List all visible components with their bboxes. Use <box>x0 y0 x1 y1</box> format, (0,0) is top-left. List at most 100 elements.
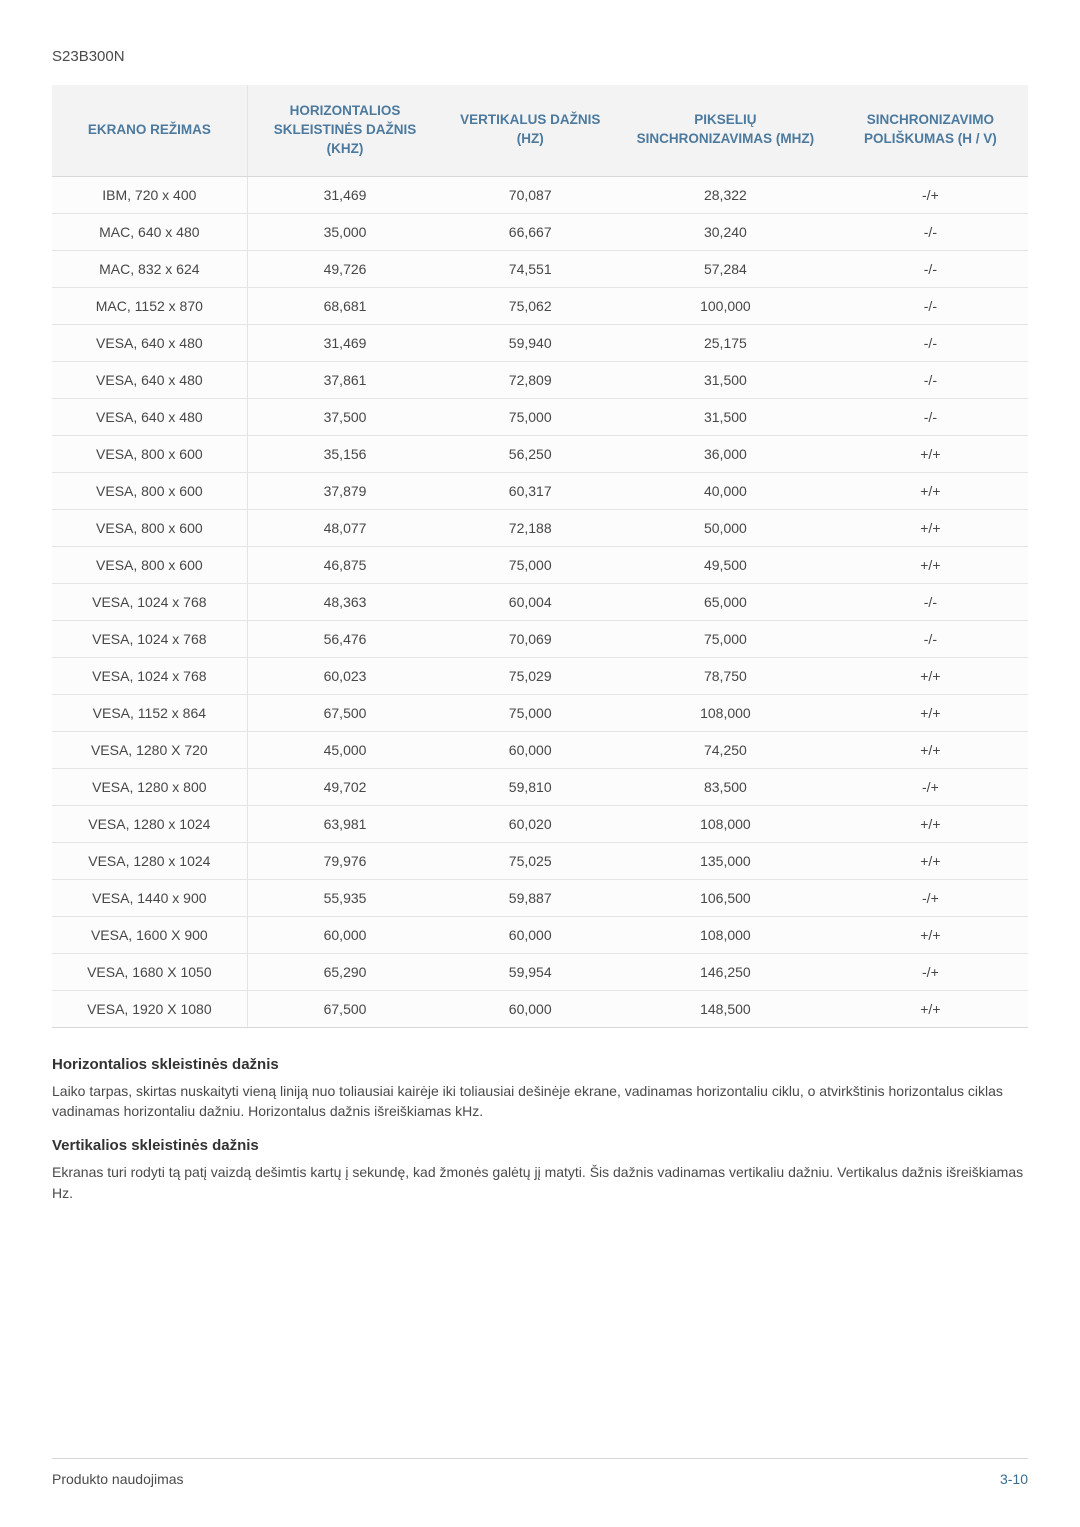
table-cell: -/- <box>833 398 1028 435</box>
table-cell: 75,000 <box>442 694 618 731</box>
table-cell: 70,069 <box>442 620 618 657</box>
table-cell: 72,188 <box>442 509 618 546</box>
table-cell: -/- <box>833 361 1028 398</box>
table-cell: -/- <box>833 583 1028 620</box>
table-row: VESA, 1280 X 72045,00060,00074,250+/+ <box>52 731 1028 768</box>
table-cell: 30,240 <box>618 213 833 250</box>
table-row: VESA, 1280 x 102479,97675,025135,000+/+ <box>52 842 1028 879</box>
table-row: VESA, 1600 X 90060,00060,000108,000+/+ <box>52 916 1028 953</box>
table-cell: 59,810 <box>442 768 618 805</box>
th-mode: EKRANO REŽIMAS <box>52 85 247 176</box>
table-cell: 59,940 <box>442 324 618 361</box>
table-row: VESA, 1024 x 76860,02375,02978,750+/+ <box>52 657 1028 694</box>
table-cell: 50,000 <box>618 509 833 546</box>
table-cell: 74,551 <box>442 250 618 287</box>
table-cell: VESA, 640 x 480 <box>52 361 247 398</box>
table-row: VESA, 800 x 60035,15656,25036,000+/+ <box>52 435 1028 472</box>
table-row: IBM, 720 x 40031,46970,08728,322-/+ <box>52 176 1028 213</box>
footer-page-number: 3-10 <box>1000 1471 1028 1487</box>
table-cell: 75,062 <box>442 287 618 324</box>
table-cell: 70,087 <box>442 176 618 213</box>
table-cell: 75,000 <box>442 546 618 583</box>
table-cell: 100,000 <box>618 287 833 324</box>
table-cell: 72,809 <box>442 361 618 398</box>
section-body: Laiko tarpas, skirtas nuskaityti vieną l… <box>52 1081 1028 1122</box>
table-cell: +/+ <box>833 842 1028 879</box>
section-title: Vertikalios skleistinės dažnis <box>52 1137 1028 1154</box>
table-cell: VESA, 640 x 480 <box>52 324 247 361</box>
table-cell: 37,500 <box>247 398 442 435</box>
table-cell: 75,029 <box>442 657 618 694</box>
table-cell: MAC, 832 x 624 <box>52 250 247 287</box>
table-cell: 49,500 <box>618 546 833 583</box>
table-cell: 106,500 <box>618 879 833 916</box>
table-cell: 67,500 <box>247 694 442 731</box>
table-row: MAC, 1152 x 87068,68175,062100,000-/- <box>52 287 1028 324</box>
table-row: VESA, 1024 x 76856,47670,06975,000-/- <box>52 620 1028 657</box>
table-cell: 108,000 <box>618 805 833 842</box>
table-cell: VESA, 1280 X 720 <box>52 731 247 768</box>
table-cell: -/- <box>833 324 1028 361</box>
table-header-row: EKRANO REŽIMAS HORIZONTALIOS SKLEISTINĖS… <box>52 85 1028 176</box>
table-row: MAC, 640 x 48035,00066,66730,240-/- <box>52 213 1028 250</box>
table-row: VESA, 800 x 60046,87575,00049,500+/+ <box>52 546 1028 583</box>
table-cell: 79,976 <box>247 842 442 879</box>
table-cell: 60,004 <box>442 583 618 620</box>
table-cell: +/+ <box>833 546 1028 583</box>
table-cell: +/+ <box>833 472 1028 509</box>
table-cell: 60,000 <box>442 916 618 953</box>
table-cell: -/- <box>833 287 1028 324</box>
table-row: VESA, 640 x 48037,50075,00031,500-/- <box>52 398 1028 435</box>
table-cell: +/+ <box>833 805 1028 842</box>
table-cell: +/+ <box>833 990 1028 1027</box>
table-cell: -/+ <box>833 768 1028 805</box>
table-row: VESA, 1152 x 86467,50075,000108,000+/+ <box>52 694 1028 731</box>
table-cell: +/+ <box>833 731 1028 768</box>
footer-left: Produkto naudojimas <box>52 1471 184 1487</box>
table-cell: 31,469 <box>247 324 442 361</box>
table-row: VESA, 1920 X 108067,50060,000148,500+/+ <box>52 990 1028 1027</box>
table-cell: MAC, 1152 x 870 <box>52 287 247 324</box>
th-hscan: HORIZONTALIOS SKLEISTINĖS DAŽNIS (KHZ) <box>247 85 442 176</box>
page-footer: Produkto naudojimas 3-10 <box>52 1458 1028 1487</box>
table-cell: 67,500 <box>247 990 442 1027</box>
table-cell: 48,077 <box>247 509 442 546</box>
table-cell: 37,879 <box>247 472 442 509</box>
table-cell: VESA, 1152 x 864 <box>52 694 247 731</box>
table-cell: 31,469 <box>247 176 442 213</box>
model-label: S23B300N <box>52 48 1028 65</box>
table-cell: VESA, 1440 x 900 <box>52 879 247 916</box>
table-cell: 63,981 <box>247 805 442 842</box>
table-cell: VESA, 1680 X 1050 <box>52 953 247 990</box>
table-cell: -/+ <box>833 176 1028 213</box>
table-row: VESA, 640 x 48031,46959,94025,175-/- <box>52 324 1028 361</box>
table-cell: 75,000 <box>442 398 618 435</box>
table-row: VESA, 1280 x 80049,70259,81083,500-/+ <box>52 768 1028 805</box>
table-row: VESA, 800 x 60037,87960,31740,000+/+ <box>52 472 1028 509</box>
table-cell: -/+ <box>833 953 1028 990</box>
table-cell: VESA, 1280 x 1024 <box>52 805 247 842</box>
table-cell: 148,500 <box>618 990 833 1027</box>
table-cell: 55,935 <box>247 879 442 916</box>
table-cell: VESA, 1600 X 900 <box>52 916 247 953</box>
table-cell: 83,500 <box>618 768 833 805</box>
table-cell: 49,702 <box>247 768 442 805</box>
table-cell: 49,726 <box>247 250 442 287</box>
table-cell: -/- <box>833 620 1028 657</box>
table-cell: 36,000 <box>618 435 833 472</box>
table-cell: 146,250 <box>618 953 833 990</box>
table-cell: VESA, 1024 x 768 <box>52 657 247 694</box>
table-cell: 40,000 <box>618 472 833 509</box>
table-cell: 60,023 <box>247 657 442 694</box>
table-cell: 28,322 <box>618 176 833 213</box>
th-vfreq: VERTIKALUS DAŽNIS (HZ) <box>442 85 618 176</box>
table-cell: VESA, 800 x 600 <box>52 472 247 509</box>
table-cell: +/+ <box>833 435 1028 472</box>
table-row: VESA, 800 x 60048,07772,18850,000+/+ <box>52 509 1028 546</box>
table-cell: VESA, 1024 x 768 <box>52 583 247 620</box>
table-cell: 48,363 <box>247 583 442 620</box>
table-cell: VESA, 1920 X 1080 <box>52 990 247 1027</box>
table-row: VESA, 640 x 48037,86172,80931,500-/- <box>52 361 1028 398</box>
section-vertical: Vertikalios skleistinės dažnis Ekranas t… <box>52 1137 1028 1203</box>
table-cell: 56,250 <box>442 435 618 472</box>
